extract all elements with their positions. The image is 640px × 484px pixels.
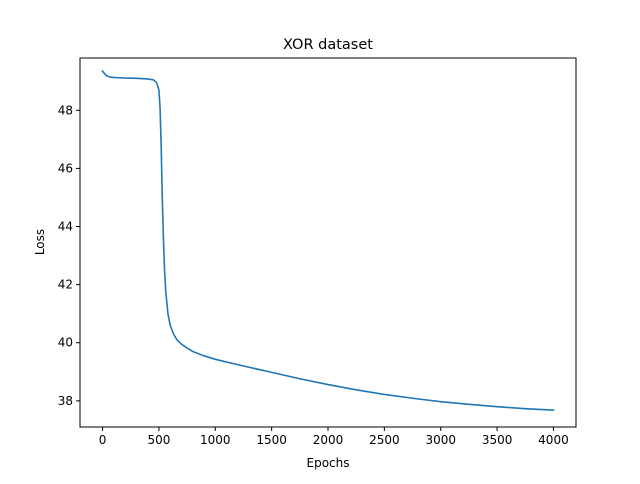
y-axis-ticks: 38 40 42 44 46 48: [58, 103, 80, 408]
x-tick-label: 3500: [482, 433, 513, 447]
y-tick-label: 38: [58, 394, 73, 408]
y-tick-label: 46: [58, 161, 73, 175]
plot-area: [101, 69, 555, 411]
x-tick-label: 1500: [256, 433, 287, 447]
y-tick-label: 40: [58, 336, 73, 350]
x-tick-label: 1000: [200, 433, 231, 447]
y-axis-label: Loss: [33, 229, 47, 255]
y-tick-label: 48: [58, 103, 73, 117]
loss-series-line: [101, 69, 555, 411]
x-tick-label: 500: [147, 433, 170, 447]
x-axis-ticks: 0 500 1000 1500 2000 2500 3000 3500 4000: [99, 427, 569, 447]
x-tick-label: 0: [99, 433, 107, 447]
x-tick-label: 2500: [369, 433, 400, 447]
x-tick-label: 4000: [538, 433, 569, 447]
y-tick-label: 42: [58, 278, 73, 292]
chart-title: XOR dataset: [283, 37, 373, 53]
x-axis-label: Epochs: [307, 456, 350, 470]
y-tick-label: 44: [58, 220, 73, 234]
x-tick-label: 3000: [425, 433, 456, 447]
x-tick-label: 2000: [313, 433, 344, 447]
